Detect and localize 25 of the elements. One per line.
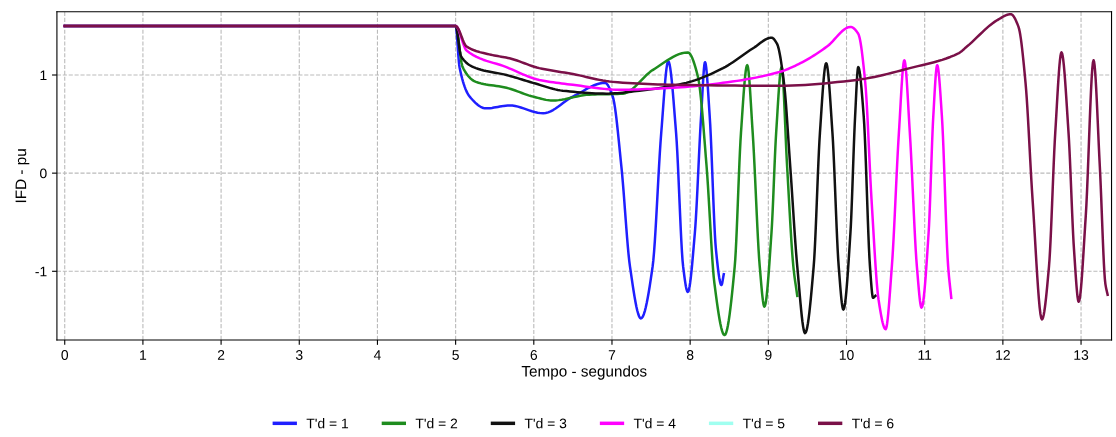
x-tick-label: 13 [1074,350,1089,360]
x-tick-label: 1 [140,350,147,360]
legend-label: T'd = 5 [742,418,785,429]
x-tick-label: 9 [765,350,772,360]
x-tick-label: 6 [530,350,538,360]
x-tick-label: 3 [295,350,303,360]
legend-label: T'd = 1 [306,418,349,429]
x-tick-label: 4 [373,350,381,360]
x-tick-label: 8 [686,350,694,360]
x-tick-label: 12 [996,350,1010,360]
y-tick-label: -1 [35,266,47,277]
x-axis-title: Tempo - segundos [521,365,647,380]
legend-label: T'd = 6 [852,418,894,429]
x-tick-label: 5 [452,350,459,360]
y-tick-label: 1 [40,70,47,81]
x-tick-label: 10 [839,350,854,360]
legend-label: T'd = 2 [415,418,458,429]
x-tick-label: 11 [918,350,932,360]
legend-label: T'd = 4 [633,418,676,429]
x-tick-label: 2 [217,350,225,360]
x-tick-label: 0 [61,350,69,360]
y-axis-title: IFD - pu [15,149,30,203]
y-tick-label: 0 [40,168,47,179]
x-tick-label: 7 [608,350,616,360]
legend-label: T'd = 3 [524,418,567,429]
